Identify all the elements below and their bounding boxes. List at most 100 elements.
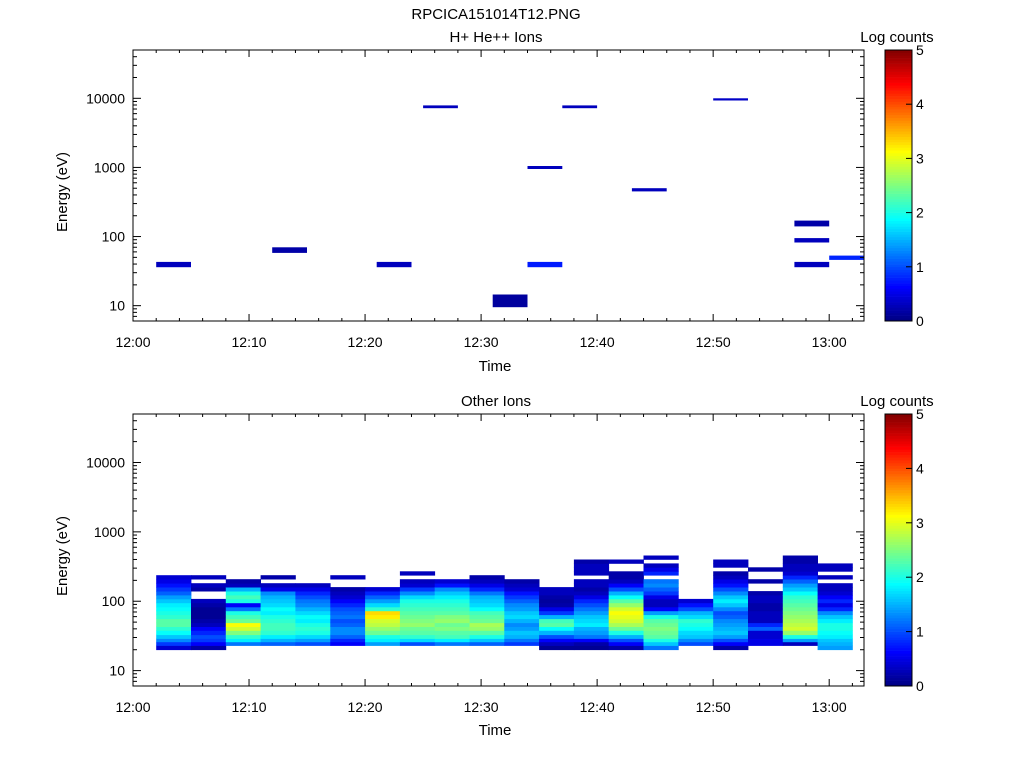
heatmap-cell	[539, 595, 575, 600]
heatmap-cell	[713, 630, 749, 636]
heatmap-cell	[643, 583, 679, 588]
heatmap-cell	[330, 614, 366, 620]
colorbar-segment	[885, 658, 912, 662]
panel-top-xlabel: Time	[479, 358, 512, 375]
heatmap-cell	[469, 595, 505, 600]
colorbar-tick-label: 3	[916, 150, 924, 166]
colorbar-segment	[885, 530, 912, 534]
colorbar-segment	[885, 63, 912, 67]
heatmap-cell	[504, 579, 540, 584]
colorbar-segment	[885, 468, 912, 472]
heatmap-cell	[330, 641, 366, 646]
panel-top: H+ He++ Ions 12:00 12:10 12:20 12:30 12:40 12…	[54, 29, 934, 375]
colorbar-segment	[885, 142, 912, 146]
heatmap-cell	[573, 630, 610, 636]
heatmap-cell	[225, 626, 261, 631]
colorbar-segment	[885, 419, 912, 423]
heatmap-cell	[504, 630, 540, 636]
heatmap-cell	[748, 638, 784, 643]
heatmap-cell	[225, 583, 261, 588]
colorbar-segment	[885, 498, 912, 502]
colorbar-segment	[885, 152, 912, 156]
heatmap-cell	[399, 579, 436, 584]
colorbar-segment	[885, 285, 912, 289]
heatmap-cell	[504, 595, 540, 600]
heatmap-cell	[399, 634, 436, 639]
heatmap-cell	[399, 626, 436, 631]
colorbar-segment	[885, 680, 912, 684]
heatmap-cell	[469, 602, 505, 608]
heatmap-cell	[434, 626, 470, 631]
colorbar-segment	[885, 626, 912, 630]
heatmap-cell	[399, 641, 436, 646]
heatmap-cell	[573, 638, 610, 643]
heatmap-cell	[782, 559, 818, 564]
heatmap-cell	[713, 598, 749, 604]
colorbar-segment	[885, 193, 912, 197]
heatmap-cell	[469, 618, 505, 624]
panel-bottom-xlabel: Time	[479, 722, 512, 739]
colorbar-segment	[885, 236, 912, 240]
panel-bottom-ylabel: Energy (eV)	[54, 516, 71, 596]
heatmap-cell	[156, 602, 192, 608]
heatmap-cell	[643, 626, 679, 631]
heatmap-cell	[434, 606, 470, 612]
heatmap-cell	[643, 567, 679, 572]
heatmap-cell	[330, 595, 366, 600]
colorbar-segment	[885, 590, 912, 594]
x-tick-label: 12:40	[580, 699, 615, 715]
colorbar-segment	[885, 50, 912, 54]
colorbar-segment	[885, 634, 912, 638]
heatmap-cell	[272, 247, 307, 253]
colorbar-segment	[885, 585, 912, 589]
heatmap-cell	[330, 575, 366, 580]
heatmap-cell	[156, 634, 192, 639]
heatmap-cell	[295, 626, 331, 631]
panel-top-colorbar: 0 1 2 3 4 5	[884, 42, 924, 329]
x-tick-label: 13:00	[812, 699, 847, 715]
heatmap-cell	[434, 614, 470, 620]
colorbar-segment	[885, 647, 912, 651]
colorbar-segment	[885, 577, 912, 581]
heatmap-cell	[608, 559, 644, 564]
heatmap-cell	[295, 591, 331, 596]
colorbar-segment	[885, 199, 912, 203]
heatmap-cell	[365, 614, 401, 620]
colorbar-segment	[885, 669, 912, 673]
heatmap-cell	[817, 638, 853, 643]
heatmap-cell	[539, 602, 575, 608]
colorbar-segment	[885, 77, 912, 81]
heatmap-cell	[504, 602, 540, 608]
colorbar-segment	[885, 291, 912, 295]
colorbar-segment	[885, 664, 912, 668]
heatmap-cell	[678, 641, 714, 646]
colorbar-tick-label: 2	[916, 205, 924, 221]
heatmap-cell	[504, 598, 540, 604]
heatmap-cell	[469, 614, 505, 620]
colorbar-segment	[885, 269, 912, 273]
colorbar-segment	[885, 443, 912, 447]
heatmap-cell	[399, 571, 436, 576]
heatmap-cell	[156, 610, 192, 616]
colorbar-segment	[885, 177, 912, 181]
heatmap-cell	[225, 606, 261, 612]
heatmap-cell	[643, 638, 679, 643]
heatmap-cell	[434, 630, 470, 636]
heatmap-cell	[434, 641, 470, 646]
heatmap-cell	[573, 598, 610, 604]
colorbar-tick-label: 2	[916, 569, 924, 585]
heatmap-cell	[260, 591, 296, 596]
heatmap-cell	[191, 634, 227, 639]
heatmap-cell	[608, 641, 644, 646]
colorbar-segment	[885, 460, 912, 464]
heatmap-cell	[539, 645, 575, 651]
heatmap-cell	[539, 606, 575, 612]
heatmap-cell	[434, 587, 470, 592]
heatmap-cell	[643, 579, 679, 584]
colorbar-segment	[885, 588, 912, 592]
heatmap-cell	[469, 634, 505, 639]
colorbar-segment	[885, 571, 912, 575]
colorbar-segment	[885, 296, 912, 300]
colorbar-segment	[885, 427, 912, 431]
colorbar-segment	[885, 422, 912, 426]
